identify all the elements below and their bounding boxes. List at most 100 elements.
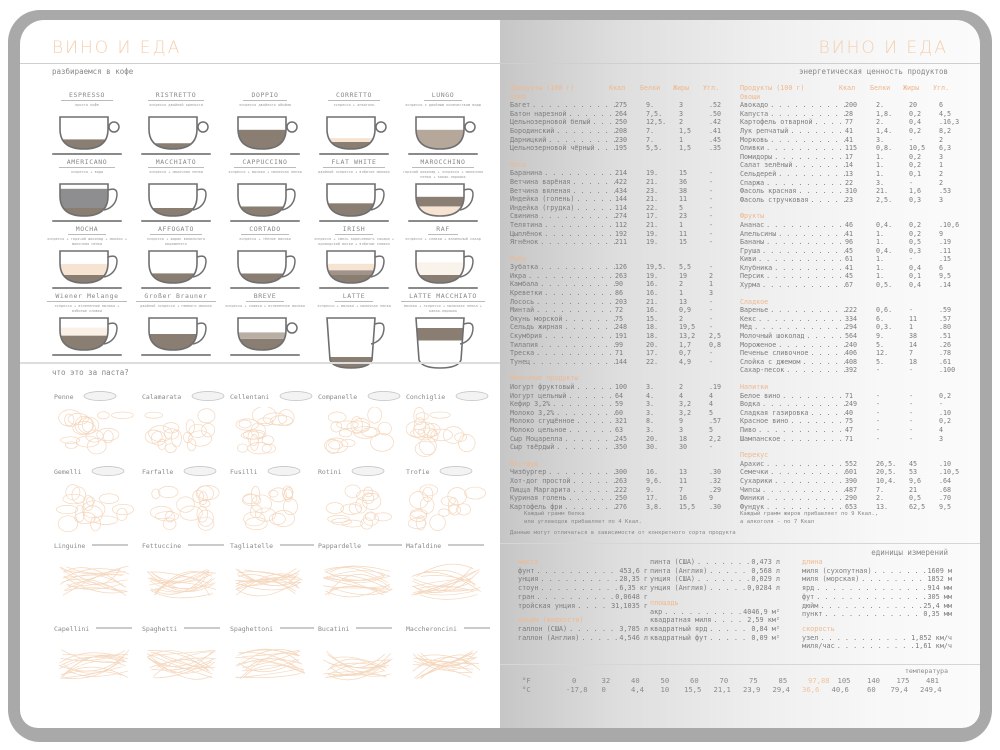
leader-dots: . . . . . . . . . . . . . . . . . . . . … [536, 349, 615, 358]
table-row: Семечки. . . . . . . . . . . . . . . . .… [740, 468, 970, 477]
pasta-stroke [242, 493, 258, 505]
pasta-stroke [156, 659, 208, 672]
pasta-stroke [325, 583, 391, 598]
product-name: Салат зелёный [740, 161, 793, 170]
pasta-item: Companelle [318, 391, 408, 463]
value-cell: 15. [646, 314, 659, 323]
coffee-layer [416, 129, 464, 149]
value-cell: 3. [876, 178, 885, 187]
coffee-description: эспрессо + смесь коричневого сахара + ир… [313, 237, 395, 246]
value-cell: 1 [939, 161, 944, 170]
value-cell: 2. [876, 494, 885, 503]
cup-handle [370, 255, 385, 278]
section-heading: Сладкое [740, 297, 769, 306]
unit-value: 1609 м [927, 566, 952, 575]
product-cell: Ветчина варёная. . . . . . . . . . . . .… [510, 178, 615, 187]
value-cell: 61 [845, 255, 854, 264]
coffee-layer [238, 273, 286, 283]
pasta-stroke [406, 420, 431, 438]
value-cell: .53 [939, 187, 952, 196]
pasta-illustration [241, 485, 298, 531]
value-cell: 14 [909, 340, 918, 349]
product-name: Телятина [510, 220, 543, 229]
value-cell: 16. [646, 289, 659, 298]
celsius-value: -17,8 [566, 685, 588, 694]
column-header: Продукты (100 г) [510, 84, 575, 92]
product-name: Цельнозерновой белый [510, 118, 591, 127]
table-row: Молочный шоколад. . . . . . . . . . . . … [740, 332, 970, 341]
pasta-stroke [426, 429, 439, 443]
product-cell: Арахис. . . . . . . . . . . . . . . . . … [740, 460, 845, 469]
leader-dots: . . . . . . . . . . . . . . . . . . . . … [569, 624, 619, 633]
value-cell: .19 [939, 238, 952, 247]
product-cell: Тунец. . . . . . . . . . . . . . . . . .… [510, 358, 615, 367]
product-name: Минтай [510, 306, 535, 315]
value-cell: 13 [679, 297, 688, 306]
pasta-stroke [62, 578, 127, 596]
leader-dots: . . . . . . . . . . . . . . . . . . . . … [544, 229, 615, 238]
pasta-illustration [406, 407, 476, 457]
coffee-layer [238, 332, 286, 339]
unit-label: унция [518, 575, 539, 584]
fahrenheit-value: 50 [660, 676, 670, 685]
leader-dots: . . . . . . . . . . . . . . . . . . . . … [786, 366, 845, 375]
product-name: Кефир 3,2% [510, 400, 551, 409]
unit-label: пункт [802, 610, 823, 619]
coffee-item: CAPPUCCINO эспрессо + молоко + молочная п… [220, 149, 310, 226]
value-cell: 0,3 [909, 195, 922, 204]
table-row: Йогурт цельный. . . . . . . . . . . . . … [510, 392, 740, 401]
pasta-stroke [59, 649, 130, 672]
table-row: Печенье сливочное. . . . . . . . . . . .… [740, 349, 970, 358]
note-disclaimer: Данные могут отличаться в зависимости от… [510, 530, 736, 536]
value-cell: 40 [845, 408, 854, 417]
pasta-name: Pappardelle [318, 542, 362, 550]
pasta-item: Gemelli [54, 466, 144, 538]
pasta-item: Mafaldine [406, 542, 496, 612]
product-name: Индейка (голень) [510, 195, 575, 204]
pasta-stroke [236, 649, 299, 667]
value-cell: 38 [679, 186, 688, 195]
product-cell: Сыр твёрдый. . . . . . . . . . . . . . .… [510, 443, 615, 452]
product-cell: Кекс. . . . . . . . . . . . . . . . . . … [740, 315, 845, 324]
leader-dots: . . . . . . . . . . . . . . . . . . . . … [564, 314, 615, 323]
coffee-layer [238, 129, 286, 149]
pasta-stroke [270, 415, 294, 426]
unit-row: акр. . . . . . . . . . . . . . . . . . .… [650, 608, 780, 617]
value-cell: 5. [876, 357, 885, 366]
coffee-name: RISTRETTO [147, 91, 205, 101]
value-cell: 1,7 [679, 340, 692, 349]
cup-handle [459, 255, 474, 278]
product-name: Индейка (грудка) [510, 203, 575, 212]
pasta-stroke [196, 485, 220, 500]
value-cell: 13 [679, 468, 688, 477]
unit-name: галлон (США). . . . . . . . . . . . . . … [518, 625, 619, 634]
pasta-name: Spaghettoni [230, 625, 274, 633]
coffee-description: эспрессо + алкоголь [333, 103, 375, 107]
table-row: Персик. . . . . . . . . . . . . . . . . … [740, 272, 970, 281]
note-fat: Каждый грамм жиров прибавляет по 9 Ккал.… [740, 510, 878, 526]
celsius-value: 60 [867, 685, 876, 694]
cup-handle [281, 188, 296, 211]
value-cell: 21 [909, 485, 918, 494]
value-cell: 264 [615, 109, 628, 118]
pasta-stroke [413, 417, 427, 435]
coffee-layer [327, 138, 375, 142]
cup-icon [52, 183, 122, 222]
product-name: Ветчина вяленая [510, 186, 571, 195]
table-row: Скумбрия. . . . . . . . . . . . . . . . … [510, 332, 740, 341]
value-cell: 0,7 [679, 349, 692, 358]
value-cell: - [709, 443, 714, 452]
value-cell: 6,3 [939, 144, 952, 153]
unit-row: стоун. . . . . . . . . . . . . . . . . .… [518, 584, 648, 593]
units-section-heading: длина [802, 558, 823, 566]
pasta-stroke [71, 486, 87, 504]
product-name: Капуста [740, 109, 769, 118]
pasta-stroke [268, 489, 279, 498]
pasta-stroke [247, 442, 272, 455]
leader-dots: . . . . . . . . . . . . . . . . . . . . … [581, 633, 619, 642]
cup-outline [148, 250, 198, 284]
saucer [141, 287, 211, 289]
pasta-shape-icon [280, 544, 314, 546]
cup-icon [52, 317, 122, 356]
value-cell: 0,4 [909, 281, 922, 290]
